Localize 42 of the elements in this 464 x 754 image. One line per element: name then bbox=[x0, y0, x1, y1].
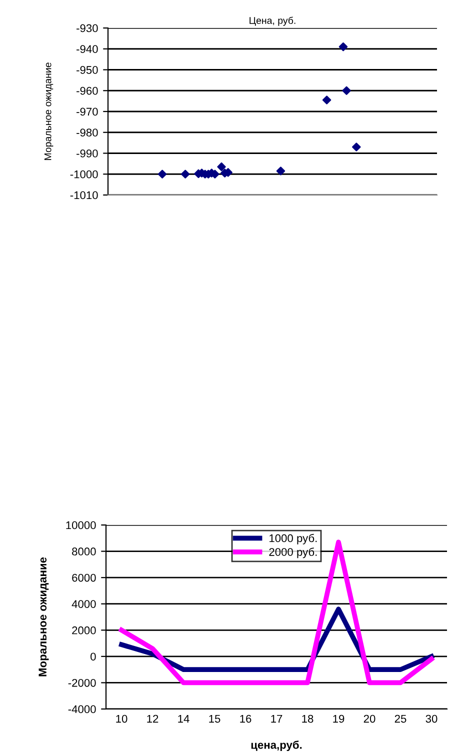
x-tick-label: 20 bbox=[364, 714, 376, 723]
x-tick-label: 14 bbox=[178, 714, 190, 723]
x-tick-label: 10 bbox=[116, 714, 128, 723]
y-tick-label: -980 bbox=[76, 128, 98, 137]
point bbox=[352, 142, 361, 152]
x-tick-label: 12 bbox=[147, 714, 158, 723]
y-axis-title: Моральное ожидание bbox=[44, 62, 54, 160]
y-tick-label: 8000 bbox=[72, 548, 96, 556]
y-tick-label: -4000 bbox=[68, 705, 96, 714]
y-tick-label: 6000 bbox=[72, 574, 96, 582]
y-tick-label: 10000 bbox=[66, 521, 96, 530]
point bbox=[338, 42, 348, 52]
point bbox=[217, 162, 226, 172]
y-tick-label: -2000 bbox=[68, 678, 96, 687]
x-tick-label: 16 bbox=[240, 714, 252, 723]
y-tick-label: 4000 bbox=[72, 600, 96, 608]
y-tick-label: -940 bbox=[76, 45, 98, 54]
point bbox=[158, 170, 167, 178]
point bbox=[322, 96, 332, 104]
y-tick-label: 2000 bbox=[72, 626, 96, 634]
y-tick-label: -1010 bbox=[70, 191, 98, 200]
y-tick-label: -950 bbox=[76, 66, 98, 74]
point bbox=[342, 86, 351, 95]
chart-title: Цена, руб. bbox=[250, 16, 296, 26]
x-tick-label: 15 bbox=[209, 714, 220, 723]
legend-label: 1000 руб. bbox=[270, 534, 317, 544]
x-tick-label: 18 bbox=[302, 714, 314, 723]
x-tick-label: 30 bbox=[426, 714, 438, 723]
y-tick-label: -970 bbox=[76, 108, 98, 116]
x-tick-label: 19 bbox=[333, 714, 344, 723]
legend-label: 2000 руб. bbox=[269, 548, 317, 558]
x-axis-title: цена,руб. bbox=[251, 740, 302, 752]
x-tick-label: 25 bbox=[394, 714, 406, 723]
y-axis-title: Моральное ожидание bbox=[38, 557, 49, 676]
y-tick-label: -990 bbox=[76, 150, 98, 158]
y-tick-label: -960 bbox=[76, 86, 98, 95]
y-tick-label: -1000 bbox=[70, 170, 98, 178]
y-tick-label: 0 bbox=[90, 652, 96, 661]
x-tick-label: 17 bbox=[271, 714, 282, 723]
point bbox=[276, 166, 286, 176]
y-tick-label: -930 bbox=[76, 24, 98, 32]
point bbox=[180, 170, 190, 178]
